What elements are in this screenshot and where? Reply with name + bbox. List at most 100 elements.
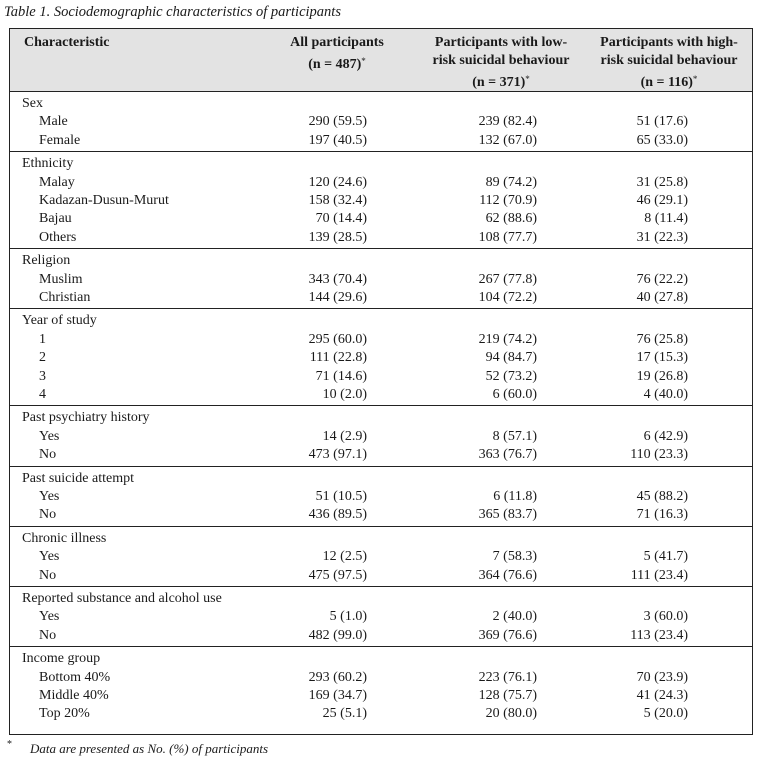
cell-high-risk: 41 (24.3) [636,688,688,703]
cell-all-participants: 14 (2.9) [322,428,367,444]
cell-all-participants: 475 (97.5) [308,567,367,583]
group-title: Chronic illness [22,530,107,546]
cell-all-participants: 10 (2.0) [322,387,367,402]
cell-high-risk: 8 (11.4) [644,211,688,227]
table-row: Malay 120 (24.6) 89 (74.2) 31 (25.8) [10,174,752,192]
header-high-line3: (n = 116)* [584,70,754,92]
table-row: 3 71 (14.6) 52 (73.2) 19 (26.8) [10,368,752,386]
cell-all-participants: 295 (60.0) [308,331,367,347]
row-label: Yes [39,428,60,444]
header-all-line2: (n = 487)* [272,52,402,74]
cell-high-risk: 111 (23.4) [630,567,688,583]
footnote-mark: * [7,739,12,750]
table-row: Kadazan-Dusun-Murut 158 (32.4) 112 (70.9) 4… [10,192,752,210]
cell-all-participants: 197 (40.5) [308,132,367,148]
row-label: Christian [39,290,91,305]
cell-low-risk: 52 (73.2) [485,368,537,384]
header-all-n: (n = 487) [308,57,362,72]
cell-high-risk: 71 (16.3) [636,507,688,523]
table-row: Others 139 (28.5) 108 (77.7) 31 (22.3) [10,229,752,247]
group-divider [10,525,752,527]
group-title: Religion [22,253,71,269]
cell-all-participants: 25 (5.1) [322,706,367,722]
cell-all-participants: 290 (59.5) [308,114,367,130]
header-high-n: (n = 116) [640,75,693,90]
group-divider [10,308,752,310]
group-divider [10,646,752,648]
cell-high-risk: 17 (15.3) [636,350,688,366]
row-label: Others [39,229,77,245]
table-row: Yes 14 (2.9) 8 (57.1) 6 (42.9) [10,428,752,446]
row-label: No [39,567,57,583]
cell-all-participants: 343 (70.4) [308,271,367,287]
cell-all-participants: 169 (34.7) [308,688,367,703]
header-high-line1: Participants with high- [600,35,738,50]
cell-low-risk: 6 (11.8) [493,489,537,504]
table-row: Male 290 (59.5) 239 (82.4) 51 (17.6) [10,113,752,131]
cell-high-risk: 70 (23.9) [636,669,688,685]
group-divider [10,405,752,407]
header-all-line1: All participants [290,35,384,50]
header-all-participants: All participants (n = 487)* [272,34,402,74]
cell-low-risk: 363 (76.7) [478,447,537,463]
cell-all-participants: 70 (14.4) [315,211,367,227]
table-row: 2 111 (22.8) 94 (84.7) 17 (15.3) [10,349,752,367]
table-row: Christian 144 (29.6) 104 (72.2) 40 (27.8) [10,289,752,307]
cell-low-risk: 6 (60.0) [492,387,537,402]
table-row: No 436 (89.5) 365 (83.7) 71 (16.3) [10,506,752,524]
row-label: Top 20% [39,706,90,722]
group-title-row: Chronic illness [10,530,752,548]
row-label: No [39,627,57,643]
table-row: Middle 40% 169 (34.7) 128 (75.7) 41 (24.3) [10,687,752,705]
header-high-risk: Participants with high- risk suicidal be… [584,34,754,92]
group-title-row: Reported substance and alcohol use [10,590,752,608]
row-label: Malay [39,174,75,190]
group-title: Past psychiatry history [22,410,150,426]
header-low-line2: risk suicidal behaviour [432,53,570,68]
cell-high-risk: 113 (23.4) [630,627,688,643]
row-label: No [39,447,57,463]
cell-high-risk: 76 (22.2) [636,271,688,287]
table-row: Bajau 70 (14.4) 62 (88.6) 8 (11.4) [10,210,752,228]
cell-all-participants: 436 (89.5) [308,507,367,523]
cell-high-risk: 4 (40.0) [643,387,688,402]
table-row: Yes 5 (1.0) 2 (40.0) 3 (60.0) [10,608,752,626]
header-low-n: (n = 371) [472,75,526,90]
row-label: Yes [39,489,60,504]
cell-all-participants: 12 (2.5) [322,549,367,565]
footnote-text: Data are presented as No. (%) of partici… [30,741,269,756]
cell-high-risk: 6 (42.9) [643,428,688,444]
cell-low-risk: 94 (84.7) [485,350,537,366]
group-title-row: Sex [10,95,752,113]
cell-low-risk: 108 (77.7) [478,229,537,245]
group-divider [10,465,752,467]
table-row: 1 295 (60.0) 219 (74.2) 76 (25.8) [10,331,752,349]
group-title-row: Past suicide attempt [10,470,752,488]
cell-high-risk: 5 (41.7) [643,549,688,565]
table-header: Characteristic All participants (n = 487… [10,29,752,92]
group-divider [10,586,752,587]
cell-high-risk: 76 (25.8) [636,331,688,347]
table-row: 4 10 (2.0) 6 (60.0) 4 (40.0) [10,386,752,404]
cell-all-participants: 482 (99.0) [308,627,367,643]
cell-all-participants: 158 (32.4) [308,193,367,208]
cell-low-risk: 7 (58.3) [492,549,537,565]
cell-low-risk: 20 (80.0) [485,706,537,722]
row-label: No [39,507,57,523]
table-row: Yes 51 (10.5) 6 (11.8) 45 (88.2) [10,488,752,506]
cell-high-risk: 51 (17.6) [636,114,688,130]
group-divider [10,248,752,250]
cell-high-risk: 19 (26.8) [636,368,688,384]
cell-all-participants: 473 (97.1) [308,447,367,463]
group-title: Sex [22,96,43,111]
cell-low-risk: 128 (75.7) [478,688,537,703]
cell-high-risk: 65 (33.0) [636,132,688,148]
cell-all-participants: 293 (60.2) [308,669,367,685]
cell-low-risk: 132 (67.0) [478,132,537,148]
group-divider [10,151,752,153]
cell-all-participants: 111 (22.8) [309,350,367,366]
table-row: No 473 (97.1) 363 (76.7) 110 (23.3) [10,446,752,464]
cell-low-risk: 239 (82.4) [478,114,537,130]
row-label: 4 [39,387,46,402]
row-label: Middle 40% [39,688,109,703]
